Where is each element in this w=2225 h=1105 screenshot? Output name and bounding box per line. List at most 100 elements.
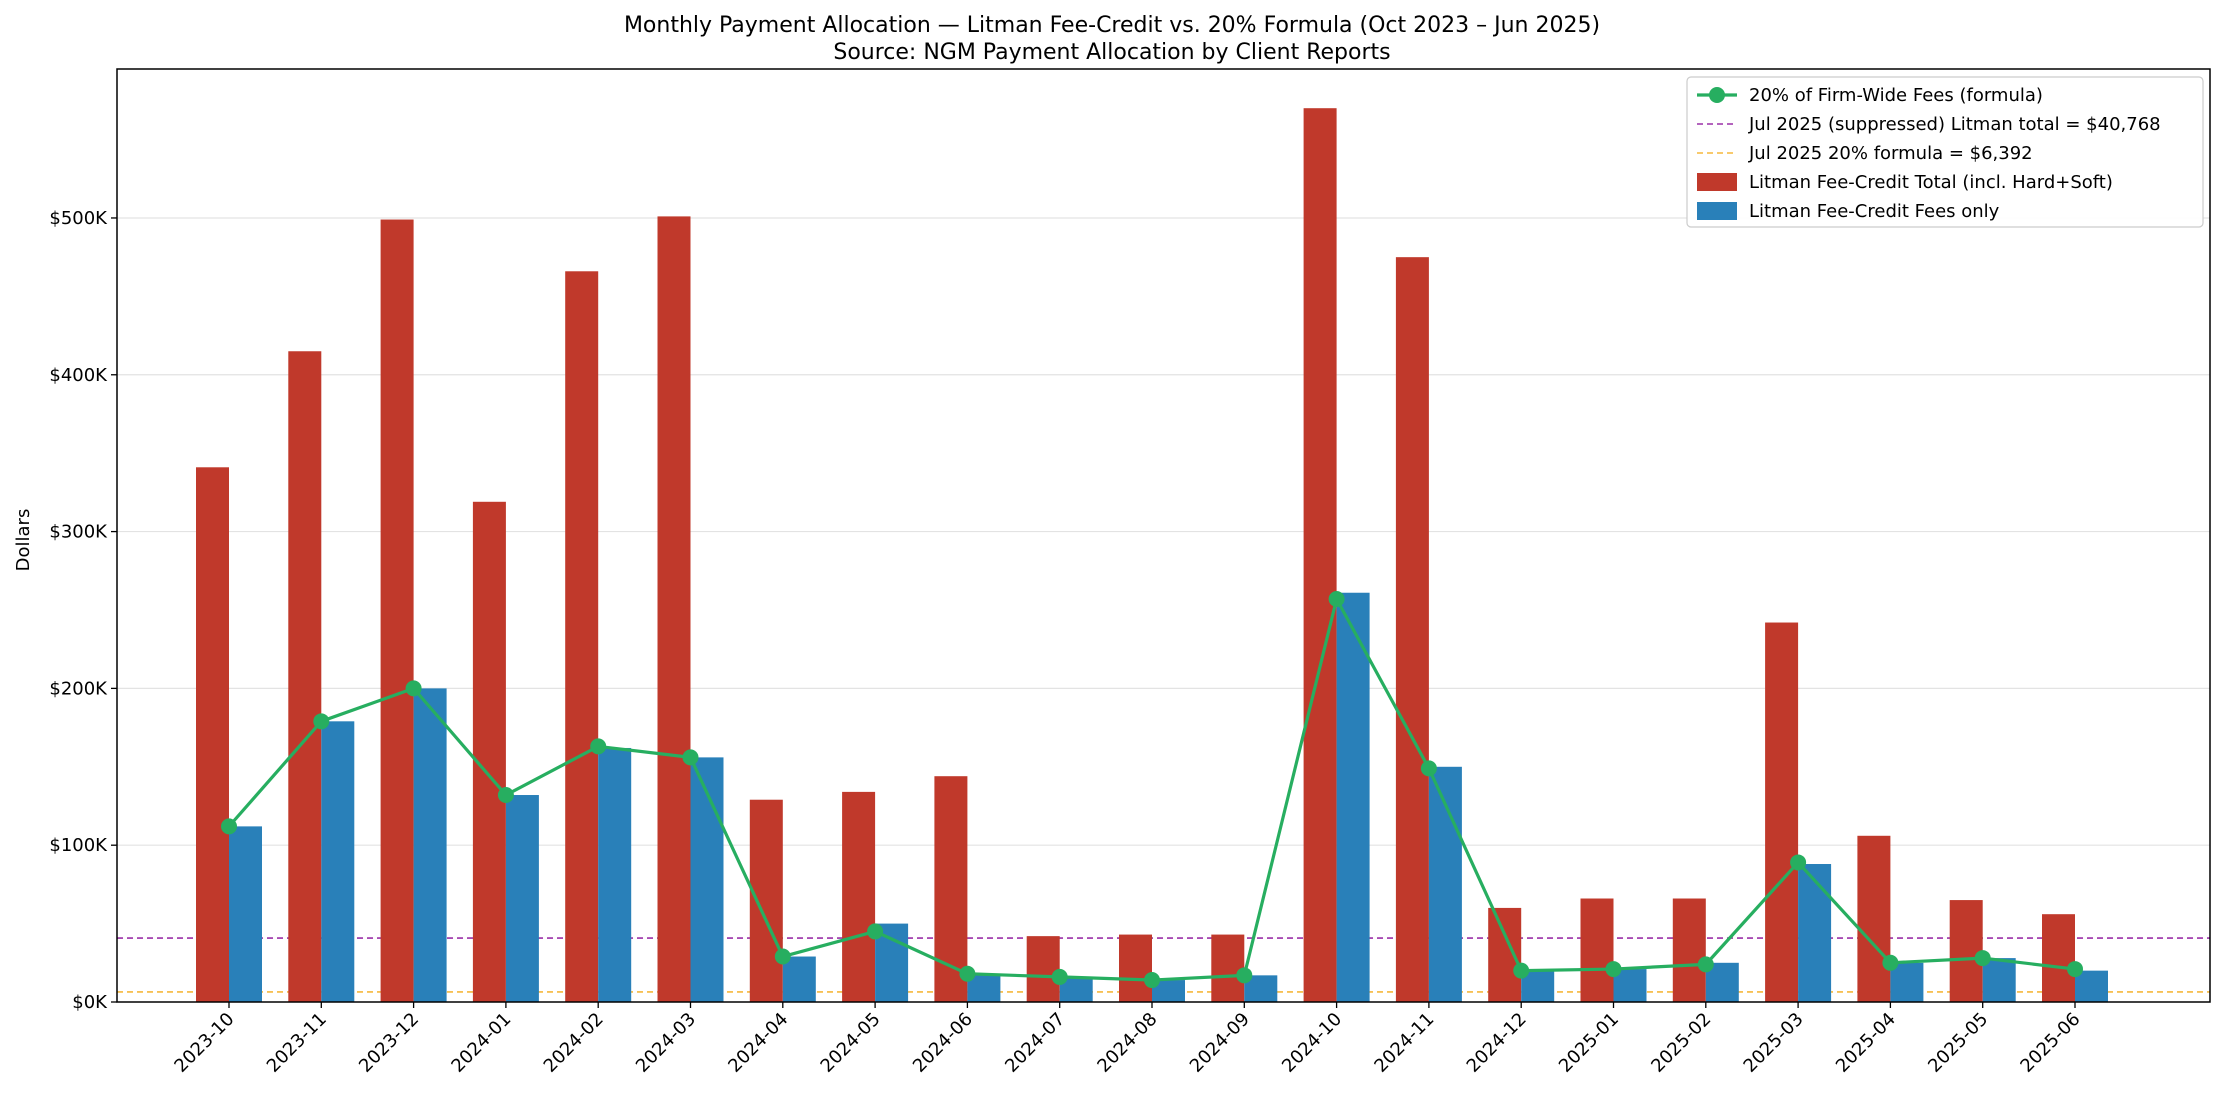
formula-point bbox=[682, 749, 699, 766]
bar-fees-only bbox=[2075, 970, 2108, 1002]
legend: 20% of Firm-Wide Fees (formula) Jul 2025 … bbox=[1686, 76, 2204, 228]
formula-point bbox=[1051, 968, 1068, 985]
bar-total bbox=[1303, 108, 1337, 1003]
formula-line bbox=[221, 591, 2083, 989]
bar-fees-only bbox=[782, 956, 816, 1002]
bar-total bbox=[2042, 914, 2075, 1002]
y-axis-label: Dollars bbox=[13, 509, 34, 572]
y-tick-label: $200K bbox=[49, 678, 108, 699]
x-tick-label: 2024-01 bbox=[447, 1009, 515, 1077]
formula-point bbox=[1697, 956, 1714, 973]
x-tick-label: 2024-10 bbox=[1278, 1009, 1346, 1077]
formula-point bbox=[959, 965, 976, 982]
legend-swatch-bar bbox=[1697, 173, 1737, 191]
bar-fees-only bbox=[1798, 864, 1832, 1002]
bar-total bbox=[1672, 898, 1706, 1002]
formula-point bbox=[1513, 962, 1530, 979]
x-tick-label: 2025-04 bbox=[1832, 1009, 1900, 1077]
bar-fees-only bbox=[598, 747, 632, 1002]
bar-total bbox=[380, 219, 414, 1003]
formula-point bbox=[221, 818, 237, 835]
bar-total bbox=[749, 799, 783, 1002]
y-tick-label: $300K bbox=[49, 522, 108, 543]
bar-fees-only bbox=[1890, 962, 1924, 1002]
formula-point bbox=[1605, 961, 1622, 978]
bar-fees-only bbox=[321, 721, 355, 1002]
x-tick-label: 2024-11 bbox=[1370, 1009, 1438, 1077]
y-tick-label: $400K bbox=[49, 365, 108, 386]
x-tick-label: 2024-02 bbox=[540, 1009, 608, 1077]
bar-total bbox=[1765, 622, 1799, 1002]
formula-point bbox=[1420, 760, 1437, 777]
bar-total bbox=[842, 791, 876, 1002]
bar-fees-only bbox=[413, 688, 447, 1002]
chart-title: Monthly Payment Allocation — Litman Fee-… bbox=[624, 13, 1600, 38]
x-tick-label: 2024-07 bbox=[1001, 1009, 1069, 1077]
legend-entry-label: Jul 2025 (suppressed) Litman total = $40… bbox=[1748, 114, 2161, 135]
bar-total bbox=[288, 351, 322, 1003]
formula-point bbox=[1328, 591, 1345, 608]
bar-total bbox=[196, 467, 229, 1002]
x-tick-label: 2024-08 bbox=[1093, 1009, 1161, 1077]
bar-fees-only bbox=[1059, 978, 1093, 1002]
formula-point bbox=[867, 923, 884, 940]
bar-fees-only bbox=[505, 795, 539, 1002]
legend-box bbox=[1686, 76, 2204, 228]
x-tick-label: 2025-03 bbox=[1740, 1009, 1808, 1077]
legend-swatch-bar bbox=[1697, 202, 1737, 220]
bar-total bbox=[934, 776, 968, 1002]
bar-total bbox=[1488, 907, 1522, 1002]
plot-frame bbox=[116, 68, 2211, 1003]
bar-total bbox=[1119, 934, 1152, 1002]
y-tick-label: $100K bbox=[49, 835, 108, 856]
bar-fees-only bbox=[1152, 980, 1185, 1002]
x-tick-label: 2023-11 bbox=[263, 1009, 331, 1077]
x-tick-label: 2024-12 bbox=[1463, 1009, 1531, 1077]
legend-entry-label: 20% of Firm-Wide Fees (formula) bbox=[1749, 85, 2043, 106]
formula-point bbox=[1882, 954, 1899, 971]
bar-total bbox=[1211, 934, 1245, 1002]
x-tick-label: 2025-01 bbox=[1555, 1009, 1623, 1077]
x-tick-label: 2023-10 bbox=[170, 1009, 238, 1077]
x-tick-label: 2024-06 bbox=[909, 1009, 977, 1077]
formula-point bbox=[590, 738, 607, 755]
formula-point bbox=[405, 680, 422, 697]
formula-point bbox=[1144, 972, 1160, 989]
legend-entry-label: Litman Fee-Credit Total (incl. Hard+Soft… bbox=[1749, 172, 2113, 193]
formula-point bbox=[1974, 950, 1991, 967]
x-tick-label: 2024-09 bbox=[1186, 1009, 1254, 1077]
formula-point bbox=[497, 787, 514, 804]
formula-point bbox=[2067, 961, 2083, 978]
bar-total bbox=[1949, 900, 1983, 1002]
bar-total bbox=[1395, 257, 1429, 1002]
bar-total bbox=[1580, 898, 1614, 1002]
bar-fees-only bbox=[1982, 958, 2016, 1002]
chart-subtitle: Source: NGM Payment Allocation by Client… bbox=[833, 40, 1390, 65]
formula-point bbox=[774, 948, 791, 965]
x-tick-label: 2024-05 bbox=[817, 1009, 885, 1077]
formula-point bbox=[1790, 854, 1807, 871]
x-tick-label: 2025-06 bbox=[2016, 1009, 2084, 1077]
bar-total bbox=[1857, 835, 1891, 1002]
bar-fees-only bbox=[229, 826, 262, 1002]
formula-point bbox=[1236, 967, 1253, 984]
y-tick-label: $500K bbox=[49, 208, 108, 229]
x-tick-label: 2023-12 bbox=[355, 1009, 423, 1077]
x-tick-label: 2024-04 bbox=[724, 1009, 792, 1077]
legend-entry-label: Jul 2025 20% formula = $6,392 bbox=[1748, 143, 2033, 164]
legend-swatch-marker bbox=[1709, 87, 1725, 103]
x-tick-label: 2025-05 bbox=[1924, 1009, 1992, 1077]
bar-fees-only bbox=[1336, 592, 1370, 1002]
bar-total bbox=[1026, 936, 1060, 1002]
y-tick-label: $0K bbox=[72, 992, 108, 1013]
bar-total bbox=[565, 271, 599, 1003]
bar-total bbox=[472, 501, 506, 1002]
legend-entry-label: Litman Fee-Credit Fees only bbox=[1749, 201, 2000, 222]
x-tick-label: 2024-03 bbox=[632, 1009, 700, 1077]
x-tick-label: 2025-02 bbox=[1647, 1009, 1715, 1077]
bar-fees-only bbox=[690, 757, 724, 1002]
bars bbox=[196, 108, 2108, 1003]
bar-total bbox=[657, 216, 691, 1002]
